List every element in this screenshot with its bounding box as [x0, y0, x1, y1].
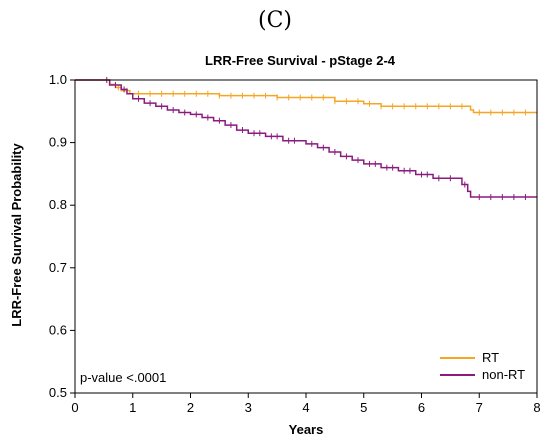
x-tick-label: 1: [129, 400, 136, 415]
series-rt: [75, 79, 538, 116]
series-line: [75, 79, 537, 114]
x-tick-label: 8: [533, 400, 540, 415]
series-line: [75, 79, 537, 198]
y-axis-label: LRR-Free Survival Probability: [9, 142, 24, 326]
y-tick-label: 0.8: [49, 197, 67, 212]
legend-label: non-RT: [482, 367, 525, 382]
legend: RT non-RT: [440, 350, 525, 382]
axes: 0 1 2 3 4 5 6 7 8 0.5 0.6 0.7 0.8 0.9 1.0: [49, 72, 541, 415]
y-tick-label: 1.0: [49, 72, 67, 87]
x-tick-label: 2: [187, 400, 194, 415]
legend-label: RT: [482, 350, 499, 365]
x-axis-label: Years: [289, 422, 324, 437]
p-value-annotation: p-value <.0001: [80, 370, 166, 385]
plot-frame: [74, 79, 538, 394]
plot-area: [75, 77, 538, 201]
y-tick-label: 0.9: [49, 135, 67, 150]
y-tick-label: 0.5: [49, 385, 67, 400]
x-tick-label: 0: [71, 400, 78, 415]
y-tick-label: 0.7: [49, 260, 67, 275]
figure-label: (C): [258, 8, 292, 33]
chart-title: LRR-Free Survival - pStage 2-4: [205, 53, 396, 68]
x-tick-label: 5: [360, 400, 367, 415]
y-tick-label: 0.6: [49, 322, 67, 337]
x-tick-label: 3: [245, 400, 252, 415]
x-tick-label: 4: [302, 400, 309, 415]
x-tick-label: 6: [418, 400, 425, 415]
series-non-rt: [75, 77, 538, 201]
x-tick-label: 7: [476, 400, 483, 415]
